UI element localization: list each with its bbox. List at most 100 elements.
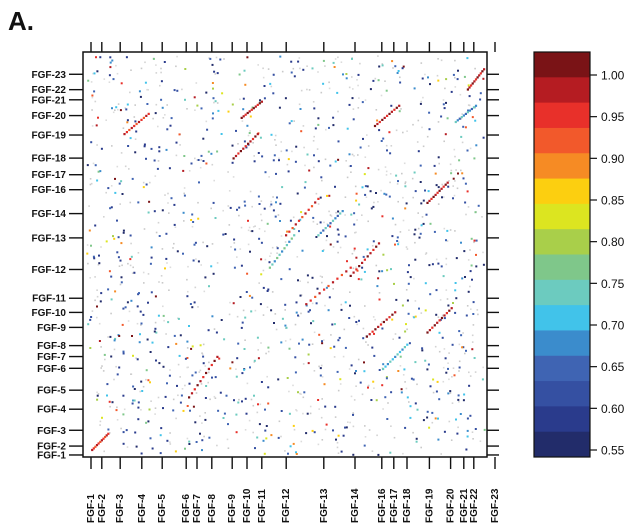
diagonal-cell (145, 114, 148, 117)
heatmap-cell (139, 390, 141, 393)
heatmap-cell (399, 81, 402, 84)
heatmap-cell (100, 346, 102, 348)
heatmap-cell (288, 268, 291, 271)
heatmap-cell (290, 71, 293, 74)
heatmap-cell (149, 381, 151, 384)
heatmap-cell (303, 186, 306, 189)
heatmap-cell (470, 264, 473, 267)
colorbar-segment (534, 52, 590, 78)
heatmap-cell (308, 89, 311, 91)
heatmap-cell (144, 81, 147, 84)
heatmap-cell (411, 177, 414, 180)
heatmap-cell (167, 321, 170, 324)
diagonal-cell (130, 126, 133, 130)
diagonal-cell (379, 323, 383, 326)
heatmap-cell (298, 103, 301, 106)
heatmap-cell (364, 425, 366, 427)
heatmap-cell (147, 379, 150, 382)
heatmap-cell (99, 300, 102, 303)
heatmap-cell (446, 117, 449, 120)
diagonal-cell (331, 281, 335, 284)
heatmap-cell (143, 282, 145, 284)
heatmap-cell (256, 436, 259, 439)
heatmap-cell (286, 163, 289, 166)
heatmap-cell (378, 129, 381, 132)
heatmap-cell (399, 355, 402, 358)
heatmap-cell (471, 348, 474, 351)
heatmap-cell (427, 190, 430, 193)
heatmap-cell (152, 117, 154, 120)
heatmap-cell (467, 290, 470, 293)
heatmap-cell (387, 402, 389, 404)
heatmap-cell (278, 420, 281, 423)
heatmap-cell (304, 181, 307, 184)
diagonal-cell (293, 234, 296, 237)
heatmap-cell (279, 55, 282, 58)
heatmap-cell (381, 63, 384, 65)
heatmap-cell (353, 399, 356, 401)
heatmap-cell (285, 326, 288, 329)
heatmap-cell (192, 221, 195, 223)
colorbar-segment (534, 102, 590, 129)
heatmap-cell (257, 349, 259, 351)
diagonal-cell (190, 392, 194, 395)
heatmap-cell (388, 195, 391, 198)
heatmap-cell (364, 99, 367, 101)
heatmap-cell (306, 88, 308, 91)
heatmap-cell (148, 408, 151, 411)
heatmap-cell (170, 197, 173, 200)
heatmap-cell (427, 363, 430, 366)
x-tick-label: FGF-7 (192, 494, 203, 523)
y-axis-ticks: FGF-23FGF-22FGF-21FGF-20FGF-19FGF-18FGF-… (32, 70, 499, 461)
diagonal-cell (375, 245, 378, 248)
heatmap-cell (110, 185, 113, 187)
heatmap-cell (259, 403, 262, 406)
heatmap-cell (208, 371, 210, 374)
heatmap-cell (437, 316, 440, 318)
heatmap-cell (348, 368, 351, 370)
heatmap-cell (194, 286, 197, 289)
heatmap-cell (361, 186, 364, 189)
heatmap-cell (205, 120, 208, 123)
heatmap-cell (397, 180, 399, 183)
diagonal-cell (471, 82, 474, 85)
heatmap-cell (225, 394, 228, 397)
heatmap-cell (352, 88, 354, 90)
heatmap-cell (191, 213, 194, 216)
diagonal-cell (142, 116, 145, 119)
y-tick-label: FGF-7 (37, 352, 66, 363)
heatmap-cell (150, 291, 153, 294)
heatmap-cell (351, 97, 354, 100)
heatmap-cell (426, 135, 429, 138)
x-tick-label: FGF-1 (86, 494, 97, 523)
heatmap-cell (129, 91, 131, 94)
heatmap-cell (405, 289, 408, 291)
heatmap-cell (313, 431, 316, 434)
heatmap-cell (142, 181, 145, 184)
heatmap-cell (184, 447, 186, 450)
heatmap-cell (372, 240, 375, 243)
diagonal-cell (125, 131, 128, 134)
heatmap-cell (331, 323, 334, 326)
heatmap-cell (100, 367, 102, 369)
heatmap-cell (416, 141, 419, 143)
heatmap-cell (416, 383, 418, 386)
heatmap-cell (242, 97, 245, 100)
heatmap-cell (454, 282, 457, 284)
heatmap-cell (96, 305, 98, 308)
heatmap-cell (313, 154, 315, 157)
diagonal-cell (252, 107, 255, 110)
diagonal-cell (260, 100, 263, 103)
colorbar-segment (534, 431, 590, 458)
heatmap-cell (211, 243, 214, 245)
heatmap-cell (267, 402, 270, 405)
heatmap-cell (482, 251, 484, 254)
heatmap-cell (281, 186, 284, 189)
diagonal-cell (256, 133, 259, 136)
heatmap-cell (167, 202, 169, 204)
heatmap-cell (92, 255, 95, 258)
heatmap-cell (414, 300, 417, 302)
heatmap-cell (99, 170, 102, 173)
heatmap-cell (376, 285, 379, 288)
